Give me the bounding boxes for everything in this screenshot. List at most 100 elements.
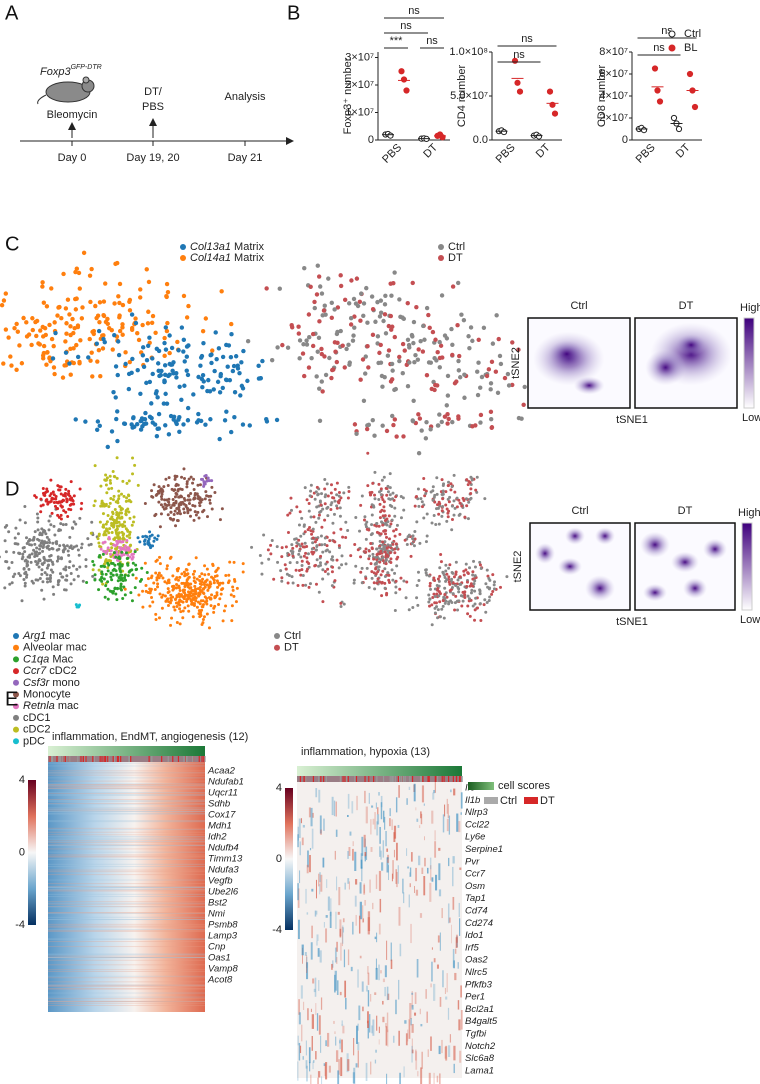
cell-dot <box>270 538 274 542</box>
group-tick <box>303 776 305 782</box>
heatmap-row <box>48 984 205 986</box>
cell-dot <box>56 583 60 587</box>
cell-dot <box>192 579 196 583</box>
cell-dot <box>304 583 308 587</box>
cell-dot <box>357 299 363 304</box>
cell-dot <box>113 586 117 590</box>
cell-dot <box>466 604 470 608</box>
legend-label: C1qa Mac <box>23 653 74 665</box>
heatmap-cell <box>386 1073 388 1084</box>
heatmap-cell <box>368 792 370 804</box>
heatmap-row <box>48 916 205 918</box>
cell-dot <box>304 338 309 343</box>
heatmap-row <box>48 903 205 905</box>
heatmap-cell <box>448 857 450 867</box>
cell-dot <box>172 488 176 492</box>
cell-dot <box>447 480 451 484</box>
cell-dot <box>342 365 347 370</box>
cell-dot <box>415 520 419 524</box>
cell-dot <box>81 579 85 583</box>
cell-dot <box>98 554 102 558</box>
cell-dot <box>59 522 63 526</box>
cell-dot <box>111 389 116 395</box>
cell-dot <box>466 483 470 487</box>
cell-dot <box>424 489 428 493</box>
cell-dot <box>463 515 467 519</box>
cell-dot <box>126 563 130 567</box>
cell-dot <box>114 500 118 504</box>
cell-dot <box>365 423 370 428</box>
cell-dot <box>104 478 108 482</box>
cell-dot <box>164 401 170 406</box>
cell-dot <box>55 540 59 544</box>
cell-dot <box>386 348 392 353</box>
cell-dot <box>155 576 159 580</box>
cell-dot <box>167 350 172 356</box>
cell-dot <box>29 560 33 564</box>
group-tick <box>373 776 375 782</box>
cell-dot <box>447 500 451 504</box>
density-blob <box>558 557 582 576</box>
heatmap-cell <box>414 1012 417 1016</box>
heatmap-cell <box>357 1050 359 1068</box>
cell-dot <box>114 592 118 596</box>
heatmap-cell <box>379 898 382 913</box>
heatmap-cell <box>386 986 389 1001</box>
cell-dot <box>207 596 211 600</box>
heatmap-row <box>48 985 205 987</box>
cell-dot <box>314 563 318 567</box>
heatmap-cell <box>451 924 452 944</box>
heatmap-row <box>48 869 205 871</box>
cell-dot <box>275 345 280 350</box>
cell-dot <box>431 489 435 493</box>
heatmap-cell <box>389 818 391 827</box>
heatmap-cell <box>320 829 322 835</box>
group-tick <box>186 756 188 762</box>
legend-marker <box>274 644 280 651</box>
heatmap-cell <box>334 850 336 860</box>
cell-dot <box>456 368 462 373</box>
heatmap-cell <box>429 882 432 902</box>
cell-dot <box>93 573 97 577</box>
cell-dot <box>212 606 216 610</box>
cell-dot <box>164 503 168 507</box>
legend-swatch <box>524 797 538 804</box>
heatmap-row <box>48 957 205 958</box>
heatmap-row <box>48 851 205 853</box>
cell-dot <box>442 333 448 338</box>
cell-dot <box>205 599 209 603</box>
heatmap-cell <box>386 940 388 960</box>
cell-dot <box>360 581 364 585</box>
cell-dot <box>485 600 489 604</box>
heatmap-cell <box>434 782 436 793</box>
heatmap-row <box>48 954 205 956</box>
cell-dot <box>300 564 304 568</box>
cell-dot <box>326 276 331 281</box>
cell-dot <box>68 324 73 329</box>
cell-dot <box>145 570 149 574</box>
heatmap-cell <box>431 877 434 882</box>
heatmap-row <box>48 840 205 842</box>
text: Alveolar mac <box>23 642 87 654</box>
cell-dot <box>169 598 173 602</box>
cell-dot <box>430 603 434 607</box>
cell-dot <box>157 500 161 504</box>
density-blob <box>671 551 699 573</box>
heatmap-cell <box>452 856 455 864</box>
cell-dot <box>452 473 456 477</box>
heatmap-cell <box>375 802 377 809</box>
cell-dot <box>113 395 118 400</box>
heatmap-cell <box>379 970 382 974</box>
cell-dot <box>156 534 160 538</box>
cell-dot <box>174 375 179 380</box>
heatmap-cell <box>375 1049 377 1053</box>
cell-dot <box>379 373 385 379</box>
cell-dot <box>215 593 219 597</box>
heatmap-cell <box>311 888 314 892</box>
cell-dot <box>109 327 114 333</box>
cell-dot <box>107 505 111 509</box>
cell-dot <box>441 504 445 508</box>
cell-dot <box>191 572 195 576</box>
cell-dot <box>150 595 154 599</box>
heatmap-cell <box>374 992 377 995</box>
